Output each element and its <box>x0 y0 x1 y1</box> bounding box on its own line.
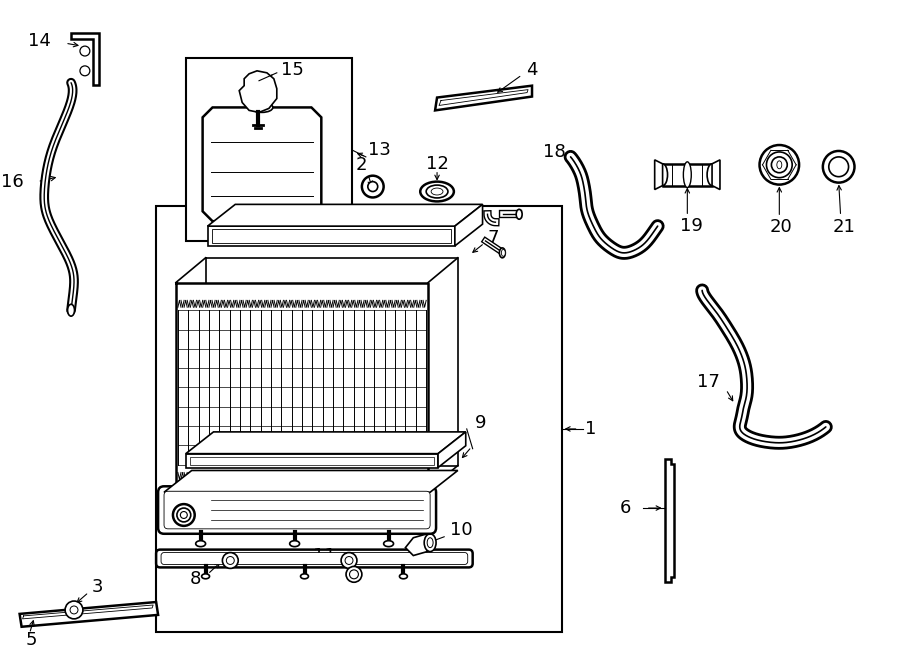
Polygon shape <box>185 432 465 453</box>
FancyBboxPatch shape <box>156 549 472 567</box>
Ellipse shape <box>424 534 436 551</box>
Circle shape <box>771 157 788 173</box>
Bar <box>208 226 454 246</box>
Ellipse shape <box>349 570 358 579</box>
Bar <box>662 164 712 186</box>
Circle shape <box>368 182 378 192</box>
Circle shape <box>80 46 90 56</box>
Polygon shape <box>202 108 321 221</box>
Text: 21: 21 <box>832 218 856 236</box>
Polygon shape <box>405 534 428 555</box>
Bar <box>185 58 352 241</box>
Bar <box>156 206 562 632</box>
Text: 16: 16 <box>1 173 23 190</box>
Circle shape <box>823 151 854 182</box>
Ellipse shape <box>177 508 191 522</box>
Circle shape <box>767 152 792 178</box>
Text: 17: 17 <box>698 373 720 391</box>
Polygon shape <box>164 471 458 492</box>
Bar <box>190 457 434 465</box>
Circle shape <box>80 66 90 76</box>
Ellipse shape <box>501 249 505 256</box>
Polygon shape <box>712 160 720 190</box>
Ellipse shape <box>290 541 300 547</box>
Bar <box>185 453 438 467</box>
Text: 5: 5 <box>25 631 37 648</box>
Text: 8: 8 <box>189 570 201 588</box>
Text: 12: 12 <box>426 155 448 173</box>
Polygon shape <box>664 459 674 582</box>
Bar <box>176 282 428 490</box>
Text: 1: 1 <box>585 420 597 438</box>
Ellipse shape <box>251 102 273 112</box>
Ellipse shape <box>301 574 309 579</box>
Ellipse shape <box>420 182 454 202</box>
Polygon shape <box>20 602 158 627</box>
Ellipse shape <box>427 185 448 198</box>
Ellipse shape <box>383 541 393 547</box>
Polygon shape <box>208 204 482 226</box>
Text: 2: 2 <box>356 156 367 174</box>
Text: 20: 20 <box>770 218 792 236</box>
Text: 10: 10 <box>450 521 472 539</box>
Ellipse shape <box>400 574 408 579</box>
Ellipse shape <box>500 248 505 258</box>
Text: 15: 15 <box>281 61 303 79</box>
Text: 4: 4 <box>526 61 537 79</box>
Ellipse shape <box>68 304 75 316</box>
Circle shape <box>222 553 239 568</box>
Circle shape <box>227 557 234 564</box>
Ellipse shape <box>517 210 522 219</box>
Text: 9: 9 <box>474 414 486 432</box>
Ellipse shape <box>683 162 691 188</box>
Text: 18: 18 <box>543 143 566 161</box>
Ellipse shape <box>180 512 187 518</box>
FancyBboxPatch shape <box>158 486 436 534</box>
Ellipse shape <box>195 541 205 547</box>
Polygon shape <box>435 86 532 110</box>
Ellipse shape <box>202 574 210 579</box>
Text: 13: 13 <box>368 141 391 159</box>
Text: 11: 11 <box>313 547 337 564</box>
Circle shape <box>829 157 849 176</box>
Ellipse shape <box>428 538 433 547</box>
FancyBboxPatch shape <box>161 553 468 564</box>
Bar <box>212 229 451 243</box>
Text: 6: 6 <box>619 499 631 517</box>
Circle shape <box>341 553 357 568</box>
Text: 7: 7 <box>488 229 499 247</box>
Circle shape <box>362 176 383 198</box>
FancyBboxPatch shape <box>164 491 430 529</box>
Text: 3: 3 <box>92 578 104 596</box>
Circle shape <box>345 557 353 564</box>
Polygon shape <box>438 432 465 467</box>
Circle shape <box>65 601 83 619</box>
Polygon shape <box>239 71 277 112</box>
Polygon shape <box>71 33 99 85</box>
Ellipse shape <box>707 164 717 186</box>
Ellipse shape <box>173 504 194 526</box>
Circle shape <box>760 145 799 184</box>
Text: 14: 14 <box>29 32 51 50</box>
Text: 19: 19 <box>680 217 703 235</box>
Ellipse shape <box>777 161 782 169</box>
Ellipse shape <box>346 566 362 582</box>
Polygon shape <box>654 160 662 190</box>
Polygon shape <box>454 204 482 246</box>
Ellipse shape <box>431 188 443 195</box>
Ellipse shape <box>658 164 668 186</box>
Circle shape <box>70 606 78 614</box>
